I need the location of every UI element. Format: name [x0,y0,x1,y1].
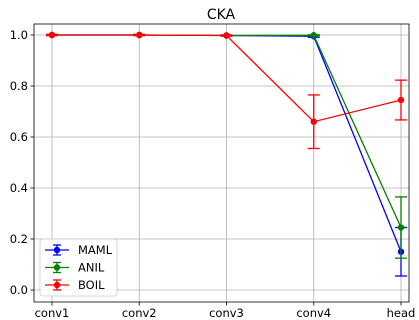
y-tick-label: 0.2 [10,232,28,246]
data-point [136,31,143,39]
series-layer [46,31,407,277]
data-point [397,96,405,104]
x-tick-label: conv4 [296,306,331,320]
data-point [310,118,317,125]
data-point [223,32,230,39]
legend-label: ANIL [78,261,105,275]
x-tick-label: conv2 [122,306,157,320]
data-point [310,32,317,39]
legend-box [39,238,118,297]
y-tick-label: 0.4 [10,181,28,195]
data-point [397,224,405,231]
legend-entry-maml: MAML [45,243,113,257]
data-point [48,31,56,39]
y-tick-label: 0.6 [10,130,28,144]
x-tick-label: conv3 [209,306,244,320]
series-boil [46,31,407,150]
legend-marker [53,264,61,271]
legend: MAML ANIL BOIL [39,238,118,297]
legend-marker [53,246,61,254]
legend-entry-boil: BOIL [45,278,105,292]
chart-title: CKA [207,7,236,23]
x-tick-label: conv1 [35,306,70,320]
plot-frame [33,23,410,303]
x-tick-label: head [387,306,416,320]
legend-marker [53,281,61,289]
legend-label: MAML [78,243,113,257]
axis-layer: conv1 conv2 conv3 conv4 head 0.0 0.2 0.4 0.6 0.8 1… [10,28,416,320]
legend-entry-anil: ANIL [45,261,105,275]
y-tick-label: 0.8 [10,79,28,93]
y-tick-label: 0.0 [10,283,28,297]
y-tick-label: 1.0 [10,28,28,42]
legend-label: BOIL [78,278,105,292]
